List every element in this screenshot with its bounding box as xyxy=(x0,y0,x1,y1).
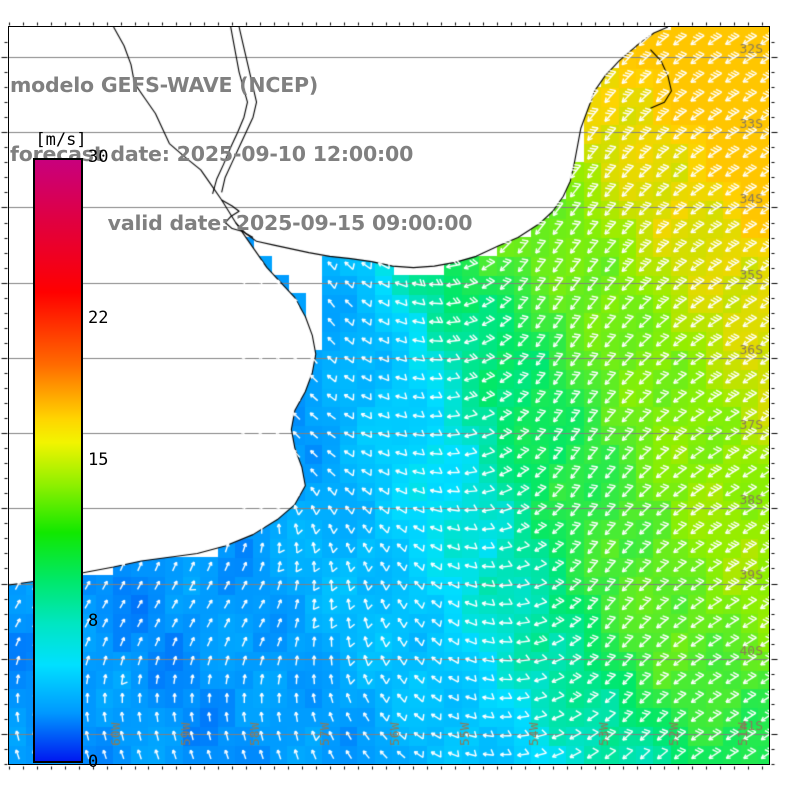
colorbar-tick-22: 22 xyxy=(88,308,109,329)
colorbar-unit-label: [m/s] xyxy=(35,130,87,150)
colorbar-tick-15: 15 xyxy=(88,449,109,470)
colorbar-tick-8: 8 xyxy=(88,610,99,631)
colorbar-tick-30: 30 xyxy=(88,147,109,167)
title-valid-line: valid date: 2025-09-15 09:00:00 xyxy=(107,211,473,235)
colorbar-tick-0: 0 xyxy=(88,752,99,772)
wind-speed-colorbar[interactable] xyxy=(33,158,83,763)
title-model-line: modelo GEFS-WAVE (NCEP) xyxy=(10,73,318,97)
